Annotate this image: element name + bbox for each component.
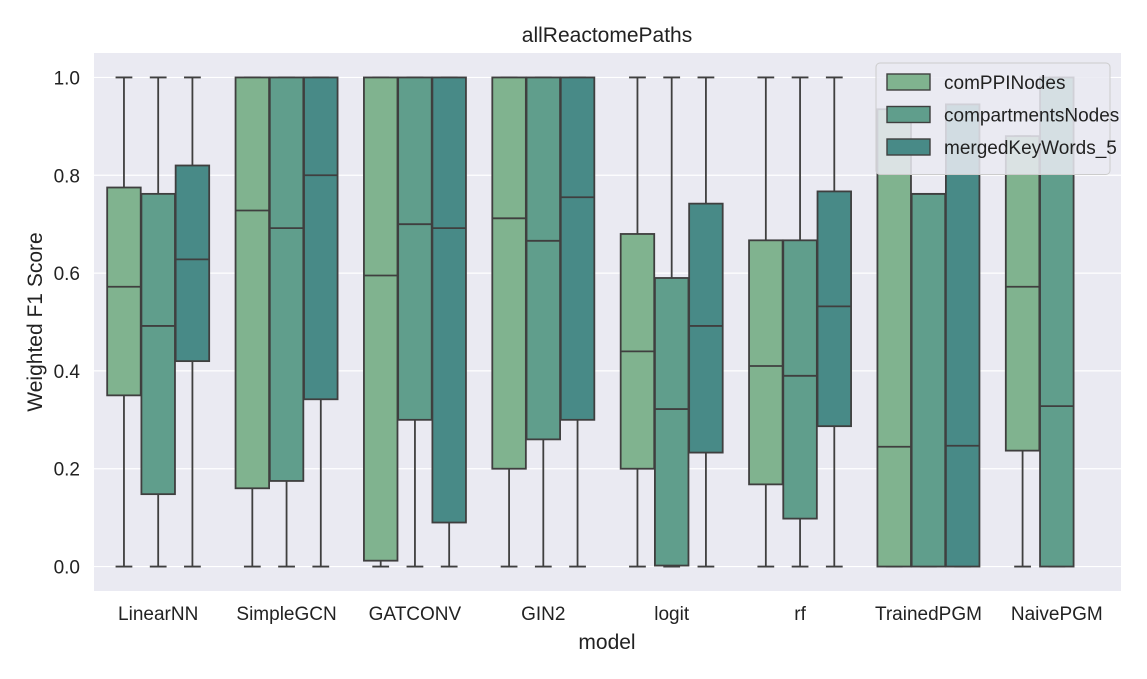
box-iqr (816, 190, 852, 428)
legend-label: comPPINodes (944, 73, 1065, 94)
box-iqr (944, 103, 981, 568)
legend-label: compartmentsNodes (944, 106, 1119, 127)
box-0-1 (140, 76, 176, 568)
y-tick-label: 0.6 (54, 264, 80, 285)
legend-swatch (886, 105, 931, 124)
y-tick-label: 0.4 (54, 362, 81, 383)
box-2-2 (431, 76, 467, 568)
box-iqr (397, 76, 433, 421)
x-tick-label: LinearNN (118, 604, 198, 625)
legend-frame (875, 62, 1111, 175)
y-tick-label: 0.8 (54, 166, 80, 187)
box-0-2 (174, 76, 211, 568)
x-tick-label: GATCONV (369, 604, 462, 625)
legend-swatch (886, 73, 931, 91)
box-iqr (491, 76, 527, 470)
box-iqr (559, 76, 596, 421)
box-iqr (910, 192, 947, 568)
box-1-2 (303, 76, 339, 568)
box-iqr (106, 186, 142, 397)
box-iqr (876, 108, 912, 568)
legend-label: mergedKeyWords_5 (944, 138, 1117, 159)
box-iqr (140, 192, 176, 496)
x-tick-label: TrainedPGM (875, 604, 982, 625)
y-tick-label: 0.0 (54, 558, 80, 579)
x-tick-label: SimpleGCN (236, 604, 336, 625)
box-3-1 (525, 76, 561, 568)
legend-swatch (886, 138, 931, 156)
box-6-1 (910, 192, 947, 568)
box-5-1 (782, 76, 818, 568)
box-2-0 (363, 76, 399, 568)
box-4-2 (688, 76, 724, 568)
box-3-2 (559, 76, 596, 568)
y-axis-label: Weighted F1 Score (24, 232, 47, 411)
box-iqr (268, 76, 305, 482)
y-tick-label: 1.0 (54, 68, 80, 89)
chart-title: allReactomePaths (522, 24, 692, 47)
box-6-0 (876, 108, 912, 568)
legend: comPPINodes compartmentsNodes mergedKeyWor… (875, 62, 1119, 175)
box-iqr (234, 76, 271, 490)
x-axis-label: model (578, 631, 635, 654)
x-tick-label: logit (654, 604, 690, 625)
y-ticks: 0.0 0.2 0.4 0.6 0.8 1.0 (54, 68, 81, 578)
y-tick-label: 0.2 (54, 460, 80, 481)
box-iqr (748, 239, 784, 486)
x-tick-label: GIN2 (521, 604, 565, 625)
box-6-2 (944, 103, 981, 568)
box-iqr (782, 239, 818, 520)
box-iqr (303, 76, 339, 401)
box-iqr (431, 76, 467, 524)
box-iqr (174, 164, 211, 363)
box-5-2 (816, 76, 852, 568)
box-iqr (688, 202, 724, 454)
box-2-1 (397, 76, 433, 568)
box-3-0 (491, 76, 527, 568)
box-iqr (525, 76, 561, 441)
box-iqr (363, 76, 399, 562)
box-4-0 (619, 76, 656, 568)
box-iqr (654, 277, 690, 567)
x-ticks: LinearNN SimpleGCN GATCONV GIN2 logit rf Train… (118, 604, 1103, 625)
box-7-0 (1004, 135, 1041, 568)
box-iqr (1004, 135, 1041, 452)
x-tick-label: rf (794, 604, 806, 625)
x-tick-label: NaivePGM (1011, 604, 1103, 625)
